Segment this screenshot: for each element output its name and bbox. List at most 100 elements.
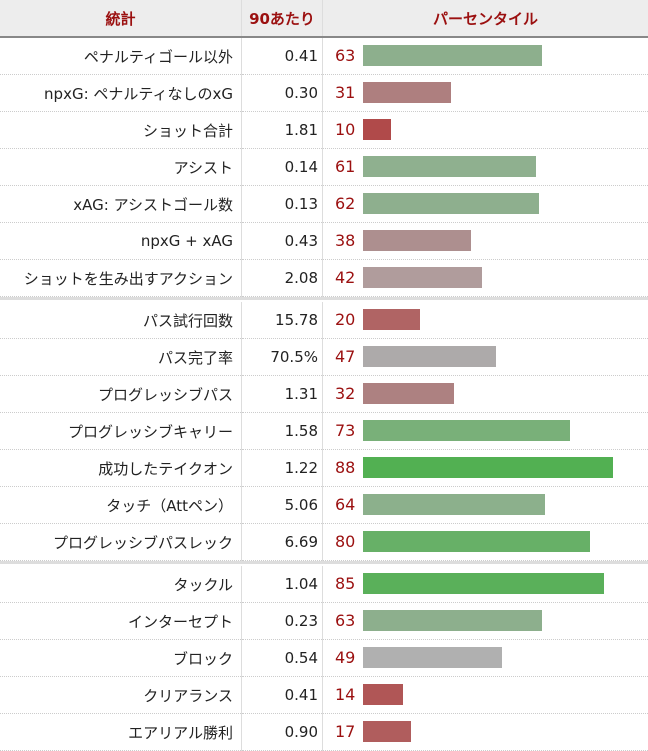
percentile-bar: [363, 610, 542, 631]
stat-name: ショットを生み出すアクション: [0, 260, 242, 297]
percentile-bar: [363, 45, 542, 66]
stat-name: クリアランス: [0, 677, 242, 714]
percentile-cell: 32: [323, 376, 648, 413]
stat-name: ブロック: [0, 640, 242, 677]
column-header-percentile[interactable]: パーセンタイル: [323, 0, 648, 37]
per90-value: 0.14: [242, 149, 323, 186]
percentile-cell: 47: [323, 339, 648, 376]
percentile-cell: 62: [323, 186, 648, 223]
column-header-stat[interactable]: 統計: [0, 0, 242, 37]
percentile-cell: 85: [323, 565, 648, 603]
percentile-value: 20: [335, 310, 355, 329]
percentile-cell: 17: [323, 714, 648, 751]
percentile-bar: [363, 267, 482, 288]
percentile-cell: 63: [323, 37, 648, 75]
percentile-value: 62: [335, 194, 355, 213]
percentile-bar: [363, 156, 536, 177]
stat-name: プログレッシブパス: [0, 376, 242, 413]
percentile-bar: [363, 721, 411, 742]
percentile-cell: 14: [323, 677, 648, 714]
percentile-bar: [363, 193, 539, 214]
percentile-cell: 61: [323, 149, 648, 186]
header-row: 統計 90あたり パーセンタイル: [0, 0, 648, 37]
percentile-value: 47: [335, 347, 355, 366]
stat-name: 成功したテイクオン: [0, 450, 242, 487]
percentile-value: 61: [335, 157, 355, 176]
percentile-cell: 63: [323, 603, 648, 640]
per90-value: 0.90: [242, 714, 323, 751]
stat-name: エアリアル勝利: [0, 714, 242, 751]
per90-value: 0.54: [242, 640, 323, 677]
percentile-value: 73: [335, 421, 355, 440]
percentile-cell: 31: [323, 75, 648, 112]
percentile-value: 80: [335, 532, 355, 551]
per90-value: 1.22: [242, 450, 323, 487]
percentile-bar: [363, 230, 471, 251]
stat-name: インターセプト: [0, 603, 242, 640]
per90-value: 5.06: [242, 487, 323, 524]
percentile-bar: [363, 531, 590, 552]
column-header-per90[interactable]: 90あたり: [242, 0, 323, 37]
per90-value: 1.04: [242, 565, 323, 603]
percentile-cell: 73: [323, 413, 648, 450]
percentile-value: 49: [335, 648, 355, 667]
percentile-cell: 10: [323, 112, 648, 149]
percentile-value: 32: [335, 384, 355, 403]
percentile-cell: 49: [323, 640, 648, 677]
percentile-value: 10: [335, 120, 355, 139]
percentile-value: 17: [335, 722, 355, 741]
percentile-bar: [363, 457, 613, 478]
percentile-bar: [363, 420, 570, 441]
per90-value: 1.58: [242, 413, 323, 450]
stat-name: プログレッシブキャリー: [0, 413, 242, 450]
percentile-value: 88: [335, 458, 355, 477]
percentile-cell: 64: [323, 487, 648, 524]
percentile-bar: [363, 494, 545, 515]
per90-value: 0.43: [242, 223, 323, 260]
per90-value: 6.69: [242, 524, 323, 561]
percentile-value: 38: [335, 231, 355, 250]
per90-value: 15.78: [242, 301, 323, 339]
per90-value: 1.31: [242, 376, 323, 413]
stat-name: パス試行回数: [0, 301, 242, 339]
percentile-bar: [363, 383, 454, 404]
percentile-bar: [363, 119, 391, 140]
stat-name: プログレッシブパスレック: [0, 524, 242, 561]
percentile-value: 63: [335, 611, 355, 630]
per90-value: 0.30: [242, 75, 323, 112]
percentile-value: 63: [335, 46, 355, 65]
percentile-value: 14: [335, 685, 355, 704]
percentile-bar: [363, 647, 502, 668]
stat-name: npxG + xAG: [0, 223, 242, 260]
stat-name: npxG: ペナルティなしのxG: [0, 75, 242, 112]
percentile-cell: 88: [323, 450, 648, 487]
per90-value: 2.08: [242, 260, 323, 297]
percentile-cell: 38: [323, 223, 648, 260]
percentile-bar: [363, 573, 604, 594]
percentile-cell: 80: [323, 524, 648, 561]
percentile-bar: [363, 346, 496, 367]
per90-value: 0.23: [242, 603, 323, 640]
per90-value: 0.13: [242, 186, 323, 223]
per90-value: 0.41: [242, 677, 323, 714]
